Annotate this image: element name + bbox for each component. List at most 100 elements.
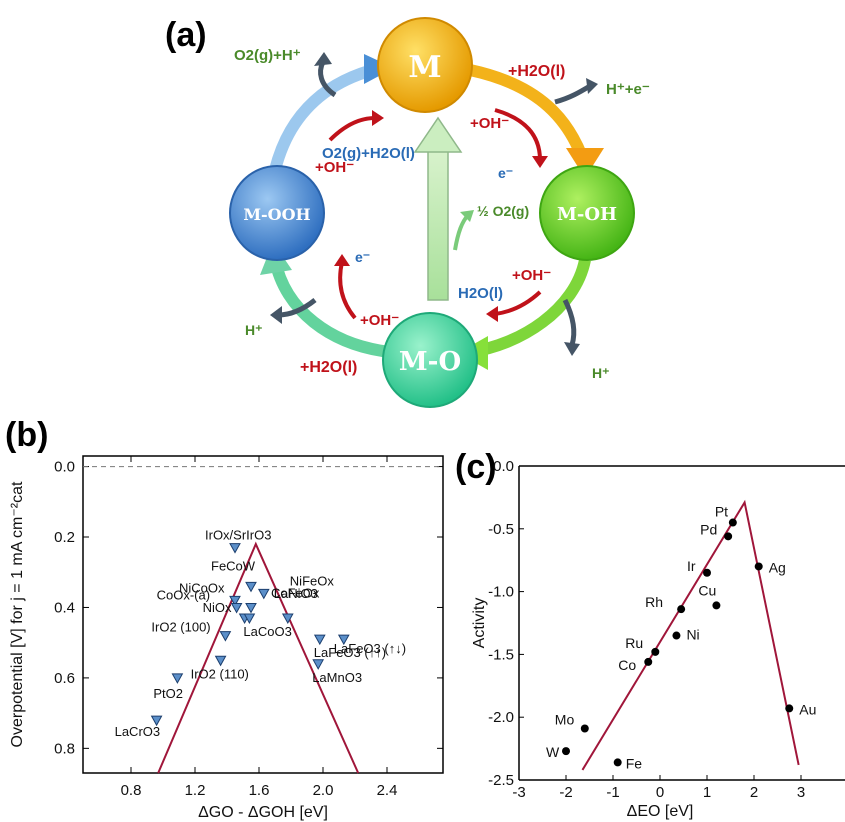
x-tick-label-c: 0	[656, 784, 664, 801]
x-tick-label-b: 2.0	[313, 782, 334, 799]
species-h-e: H⁺+e⁻	[606, 81, 650, 98]
panel-c-label: (c)	[455, 448, 497, 486]
data-point-b	[313, 634, 326, 646]
species-oh-right: +OH⁻	[512, 267, 551, 284]
data-point-c	[580, 724, 589, 733]
arrow-half-o2-head	[460, 210, 474, 222]
arrow-oh-left	[328, 116, 376, 142]
point-label-b: IrOx/SrIrO3	[205, 528, 271, 543]
arc-mooh-to-m	[269, 62, 382, 172]
volcano-line-b	[157, 541, 360, 774]
arrow-h-left-release-head	[270, 306, 282, 324]
y-tick-label-c: -2.5	[488, 772, 514, 789]
data-point-b	[245, 581, 257, 593]
y-tick-label-c: -0.5	[488, 521, 514, 538]
arrow-half-o2	[453, 213, 470, 251]
data-point-c	[644, 657, 653, 666]
central-arrow-shaft	[427, 149, 449, 301]
data-point-b	[281, 613, 294, 625]
species-e-top: e⁻	[498, 165, 513, 181]
point-label-c: W	[546, 744, 560, 760]
central-arrowhead	[413, 116, 463, 153]
data-point-b	[171, 673, 184, 684]
point-label-b: IrO2 (110)	[191, 666, 249, 681]
arrow-o2-release-head	[314, 52, 332, 66]
point-label-b: LaCrO3	[115, 724, 161, 739]
chart-b: 0.8 1.2 1.6 2.0 2.4 0.0 0.2 0.4 0.6 0.8 IrOx/SrIrO…	[9, 455, 444, 821]
arrow-h-right-release	[562, 298, 577, 346]
arrowhead-m-to-moh	[566, 148, 604, 178]
arrow-oh-top-head	[532, 156, 548, 168]
plot-frame-b	[82, 455, 444, 774]
point-label-c: Co	[618, 657, 636, 673]
point-label-c: Au	[799, 701, 816, 717]
data-point-b	[312, 659, 325, 670]
node-m-ooh: M-OOH	[229, 165, 325, 261]
y-tick-label-c: -1.5	[488, 646, 514, 663]
data-point-c	[651, 647, 660, 656]
x-axis-title-b: ΔGO - ΔGOH [eV]	[198, 804, 328, 821]
point-label-c: Ni	[686, 627, 699, 643]
node-m-o: M-O	[382, 312, 478, 408]
point-label-b: LaNiO3	[274, 586, 318, 601]
x-tick-label-c: 1	[703, 784, 711, 801]
data-point-b	[245, 602, 257, 614]
data-point-c	[703, 568, 711, 577]
x-tick-label-c: 3	[797, 784, 805, 801]
arc-mo-to-mooh	[269, 258, 391, 358]
species-half-o2: ½ O2(g)	[477, 203, 529, 219]
species-o2-h-top: O2(g)+H⁺	[234, 47, 301, 64]
data-point-b	[257, 588, 270, 600]
species-h-left: H⁺	[245, 322, 263, 338]
data-point-b	[230, 602, 243, 614]
point-label-b: FeCoW	[211, 558, 256, 573]
x-tick-label-c: -2	[559, 784, 572, 801]
y-tick-label-b: 0.6	[54, 670, 75, 687]
species-oh-left: +OH⁻	[315, 159, 354, 176]
x-tick-label-b: 2.4	[377, 782, 398, 799]
y-tick-label-b: 0.0	[54, 459, 75, 476]
data-point-b	[337, 634, 350, 646]
x-tick-label-c: -3	[512, 784, 525, 801]
data-point-c	[672, 631, 681, 640]
point-label-b: LaFeO3 (↑↑)	[314, 645, 386, 660]
point-label-c: Rh	[645, 594, 663, 610]
data-point-c	[677, 605, 686, 614]
arrow-oh-right-head	[486, 306, 498, 322]
x-tick-label-b: 1.2	[185, 782, 206, 799]
data-point-c	[724, 532, 733, 541]
volcano-line-c	[581, 499, 800, 771]
y-tick-label-c: -2.0	[488, 709, 514, 726]
point-label-c: Pt	[715, 504, 728, 520]
x-tick-label-b: 1.6	[249, 782, 270, 799]
panel-a-label: (a)	[165, 16, 207, 54]
species-h-right: H⁺	[592, 365, 610, 381]
data-point-c	[562, 747, 570, 756]
arrow-h-right-release-head	[564, 342, 580, 356]
data-point-b	[219, 631, 232, 642]
y-tick-label-c: -1.0	[488, 584, 514, 601]
point-label-b: NiCoOx	[179, 580, 225, 595]
point-label-c: Ag	[769, 559, 786, 575]
data-point-c	[712, 601, 721, 610]
x-tick-label-c: -1	[606, 784, 619, 801]
point-label-b: NiFeOx	[290, 573, 335, 588]
arrow-oh-right	[494, 290, 542, 316]
point-label-c: Fe	[626, 755, 643, 771]
data-point-c	[728, 518, 737, 527]
species-h2o-bottom: +H2O(l)	[300, 359, 357, 376]
panel-b-label: (b)	[5, 416, 48, 454]
point-label-c: Ru	[625, 635, 643, 651]
arrow-oh-bottom-head	[334, 254, 350, 266]
point-label-b: IrO2 (100)	[151, 620, 210, 635]
y-axis-title-b: Overpotential [V] for j = 1 mA cm⁻²cat	[9, 481, 26, 747]
point-label-b: PtO2	[153, 686, 183, 701]
point-label-b: CoFeOx	[271, 585, 320, 600]
point-label-b: LaCoO3	[243, 624, 291, 639]
x-tick-label-c: 2	[750, 784, 758, 801]
species-oh-top: +OH⁻	[470, 115, 509, 132]
point-label-c: Pd	[700, 521, 717, 537]
arrow-oh-left-head	[372, 110, 384, 126]
y-tick-label-b: 0.2	[54, 529, 75, 546]
